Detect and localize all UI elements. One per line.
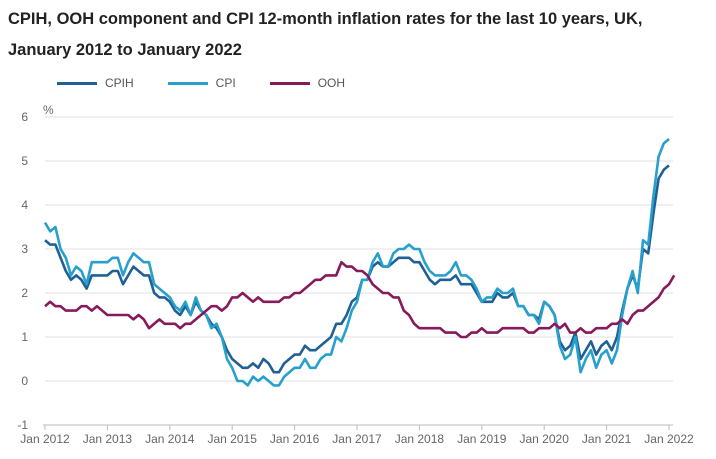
- y-axis-unit: %: [43, 103, 54, 117]
- chart-title: CPIH, OOH component and CPI 12-month inf…: [8, 10, 643, 59]
- x-tick-label: Jan 2012: [20, 432, 70, 446]
- y-tick-label: 1: [21, 330, 28, 344]
- x-tick-label: Jan 2014: [145, 432, 195, 446]
- legend-item-cpi[interactable]: CPI: [167, 76, 236, 90]
- legend: CPIH CPI OOH: [57, 76, 345, 90]
- legend-swatch-cpih: [57, 81, 97, 85]
- x-tick-label: Jan 2016: [270, 432, 320, 446]
- y-tick-label: 3: [21, 242, 28, 256]
- y-tick-label: 6: [21, 110, 28, 124]
- x-tick-label: Jan 2015: [208, 432, 258, 446]
- y-tick-label: 5: [21, 154, 28, 168]
- x-tick-label: Jan 2020: [520, 432, 570, 446]
- legend-swatch-ooh: [269, 81, 310, 85]
- y-tick-label: -1: [17, 418, 28, 432]
- legend-swatch-cpi: [167, 81, 208, 85]
- x-tick-label: Jan 2022: [644, 432, 694, 446]
- legend-item-cpih[interactable]: CPIH: [57, 76, 134, 90]
- y-tick-label: 2: [21, 286, 28, 300]
- series-line-cpi: [43, 138, 670, 387]
- legend-label-cpi: CPI: [215, 76, 236, 90]
- legend-label-ooh: OOH: [317, 76, 346, 90]
- x-tick-label: Jan 2018: [395, 432, 445, 446]
- legend-label-cpih: CPIH: [105, 76, 134, 90]
- legend-item-ooh[interactable]: OOH: [269, 76, 346, 90]
- x-tick-label: Jan 2017: [332, 432, 382, 446]
- x-tick-label: Jan 2021: [582, 432, 632, 446]
- x-tick-label: Jan 2019: [457, 432, 507, 446]
- y-tick-label: 0: [21, 374, 28, 388]
- y-tick-label: 4: [21, 198, 28, 212]
- x-tick-label: Jan 2013: [83, 432, 133, 446]
- series-line-ooh: [44, 260, 676, 339]
